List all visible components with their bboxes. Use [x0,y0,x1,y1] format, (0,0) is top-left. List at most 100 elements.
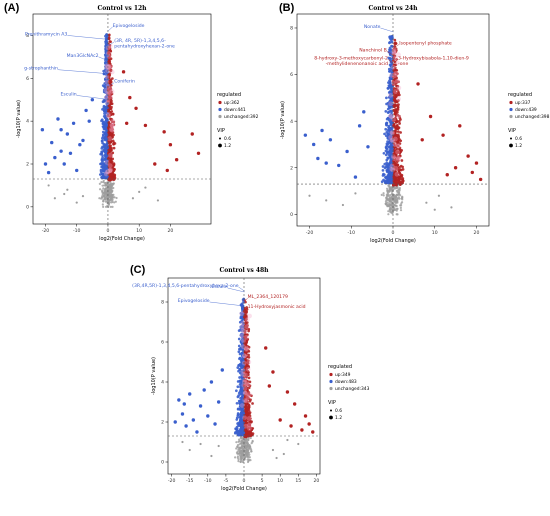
data-point [240,333,244,336]
legend-entry: unchanged:343 [335,386,370,392]
data-point [240,375,244,378]
data-point [389,163,395,169]
data-point [108,167,111,170]
data-point [112,146,116,150]
data-point [109,122,115,128]
legend-vip-entry: 0.6 [224,136,231,142]
data-point [112,163,116,166]
data-point [246,408,249,412]
data-point [104,63,110,69]
data-point [104,50,108,54]
annotation: Esculin [61,91,109,100]
data-point [104,163,108,167]
data-point [392,199,395,202]
x-tick-label: -20 [42,228,50,234]
data-point [107,152,113,158]
data-point [101,155,104,159]
data-point [202,388,206,392]
data-point [282,452,285,456]
data-point [245,325,249,329]
data-point [395,91,398,95]
data-point [104,64,110,70]
data-point [381,169,385,172]
data-point [250,394,253,398]
data-point [101,184,104,187]
data-point [104,95,108,99]
legend-entry: down:483 [335,379,357,385]
data-point [246,416,252,421]
data-point [394,98,397,102]
data-point [386,205,389,208]
y-axis-label: -log10(P value) [151,357,157,395]
data-point [238,446,241,449]
data-point [241,438,244,442]
data-point [244,361,247,365]
data-point [395,150,398,154]
data-point [105,68,111,73]
legend-vip-entry: 1.2 [515,143,522,149]
legend-title: regulated [508,92,532,98]
data-point [237,399,241,403]
data-point [244,337,247,341]
data-point [388,57,392,60]
data-point [245,333,249,337]
annotation-leader [238,286,245,292]
legend-entry: up:337 [515,100,531,106]
legend-swatch [329,379,333,384]
data-point [105,83,109,87]
data-point [246,359,252,365]
legend-entry: up:362 [224,100,240,106]
data-point [388,36,392,40]
data-point [238,357,241,361]
data-point [240,303,244,307]
data-point [177,398,181,402]
data-point [115,196,118,200]
data-point [433,208,436,211]
data-point [244,441,247,444]
annotation: 8-hydroxy-3-methoxycarbonyl-2-methyliden… [314,55,394,67]
x-tick-label: 20 [167,228,173,234]
data-point [242,353,247,359]
data-point [397,91,401,95]
data-point [251,402,254,405]
data-point [390,187,393,190]
data-point [395,134,399,138]
data-point [102,205,105,208]
data-point [242,379,247,385]
data-point [391,203,395,206]
data-point [236,385,240,389]
annotation-label: Nonate [364,24,381,30]
data-point [396,84,400,88]
data-point [395,123,399,127]
data-point [390,130,395,136]
data-point [385,198,388,201]
data-point [63,192,66,196]
legend-vip-title: VIP [328,400,336,406]
annotation-label: (3R, 4R, 5R)-1,3,4,5,6- [114,38,166,44]
data-point [393,196,396,199]
data-point [87,119,91,123]
data-point [357,124,362,128]
data-point [109,102,113,105]
data-point [134,106,138,110]
data-point [240,324,244,328]
data-point [393,165,399,171]
data-point [110,148,113,152]
data-point [104,205,108,208]
data-point [387,84,391,87]
data-point [238,379,242,383]
data-point [56,117,60,121]
y-tick-label: 0 [26,204,29,210]
data-point [386,128,390,132]
annotation-label: Prenithramycin A3 [25,31,67,37]
data-point [395,68,399,72]
data-point [103,171,109,177]
annotation: Nanchinol B [359,47,394,56]
data-point [110,186,113,189]
data-point [320,128,324,133]
annotation: (3R,4R,5R)-1,3,4,5,6-pentahydroxyhexa-2-… [132,283,245,292]
data-point [220,368,224,372]
data-point [188,448,191,452]
data-point [400,204,403,207]
data-point [246,442,250,445]
